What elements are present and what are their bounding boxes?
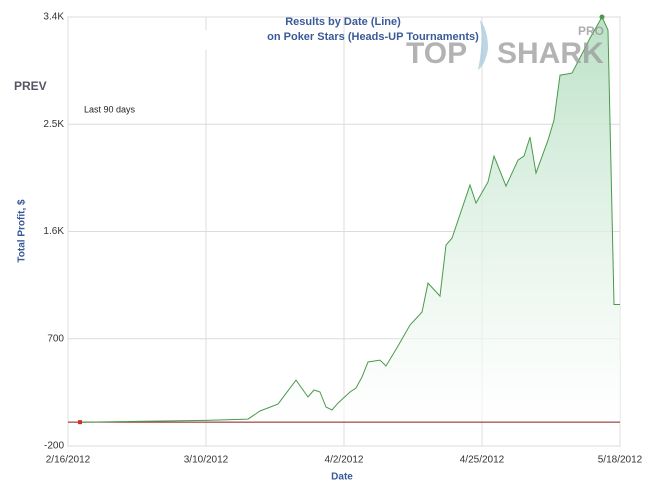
y-tick-label: 1.6K (43, 226, 64, 237)
chart-subtitle: on Poker Stars (Heads-UP Tournaments) (267, 31, 479, 43)
area (80, 17, 620, 423)
x-tick-label: 3/10/2012 (184, 455, 229, 466)
logo-text: SHARK (497, 37, 604, 70)
blank-box (186, 30, 254, 50)
start-marker (78, 420, 82, 425)
x-tick-label: 4/25/2012 (460, 455, 505, 466)
x-tick-label: 2/16/2012 (46, 455, 91, 466)
y-tick-label: 700 (47, 333, 64, 344)
x-tick-label: 5/18/2012 (598, 455, 643, 466)
prev-button[interactable]: PREV (14, 79, 47, 93)
annotation: Last 90 days (84, 104, 136, 114)
line (79, 15, 620, 423)
logo-badge: PRO (578, 24, 604, 38)
chart-title: Results by Date (Line) (285, 16, 401, 28)
x-axis-label: Date (331, 472, 353, 482)
x-tick-label: 4/2/2012 (325, 455, 364, 466)
y-tick-label: 2.5K (43, 119, 64, 130)
y-axis-label: Total Profit, $ (17, 199, 28, 263)
peak-marker (599, 14, 605, 20)
y-tick-label: -200 (44, 441, 64, 452)
y-tick-label: 3.4K (43, 12, 64, 23)
logo-icon (478, 20, 488, 70)
logo-text: TOP (406, 37, 467, 70)
